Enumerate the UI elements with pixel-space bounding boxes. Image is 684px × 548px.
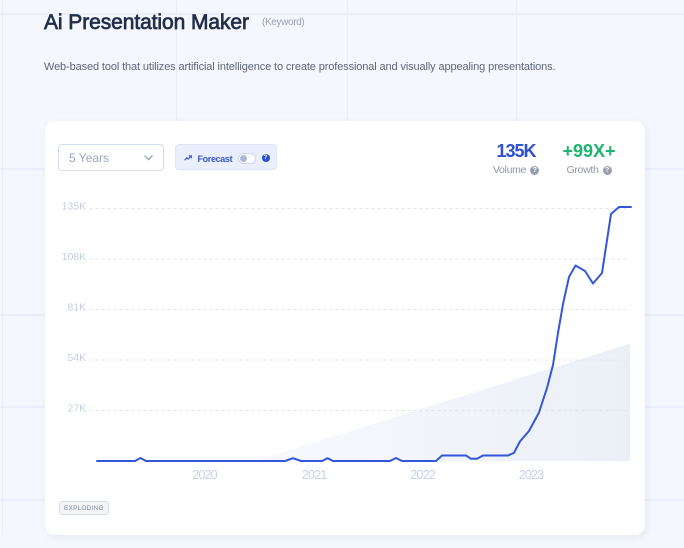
- svg-text:2022: 2022: [410, 468, 435, 482]
- svg-text:108K: 108K: [62, 251, 87, 263]
- svg-text:135K: 135K: [62, 200, 87, 212]
- svg-text:2023: 2023: [519, 468, 544, 482]
- svg-text:2021: 2021: [302, 468, 327, 482]
- svg-text:27K: 27K: [68, 402, 87, 414]
- svg-text:2020: 2020: [192, 468, 217, 482]
- svg-text:81K: 81K: [68, 301, 87, 313]
- svg-text:54K: 54K: [68, 352, 87, 364]
